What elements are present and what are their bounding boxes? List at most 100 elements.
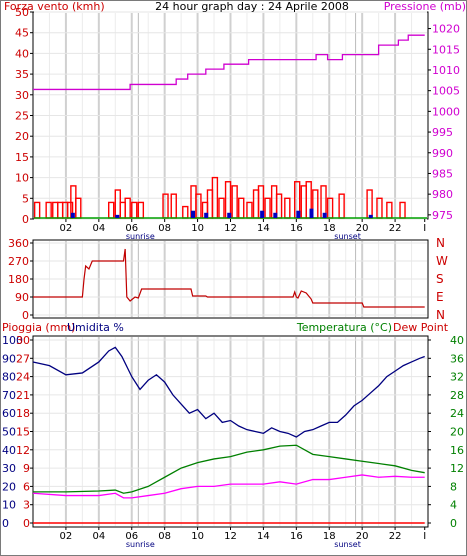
gust-bar <box>309 208 314 218</box>
humidity-line <box>32 346 425 438</box>
humidity-tick-label: 100 <box>2 334 23 347</box>
gust-bar <box>368 214 373 218</box>
wind-direction-path <box>33 248 425 308</box>
panel3-x-tick-label: 16 <box>290 531 303 542</box>
panel3-x-tick-label: 18 <box>323 531 336 542</box>
pressure-line-path <box>33 34 425 91</box>
direction-tick-label: 270 <box>8 255 29 268</box>
panel3-x-tick-label: 22 <box>389 531 402 542</box>
gust-bar <box>260 210 265 218</box>
wind-tick-label: 0 <box>22 213 29 226</box>
humidity-tick-label: 50 <box>2 426 16 439</box>
temperature-tick-label: 28 <box>450 389 464 402</box>
pressure-tick-label: 1020 <box>432 23 460 36</box>
panel3-x-tick-label: 08 <box>158 531 171 542</box>
wind-direction-line <box>33 248 425 308</box>
panel1-x-tick-label: I <box>423 223 426 234</box>
direction-tick-label: 360 <box>8 237 29 250</box>
humidity-tick-label: 70 <box>2 389 16 402</box>
wind-tick-label: 30 <box>15 89 29 102</box>
gust-bars <box>70 208 373 218</box>
panel1-sunset-label: sunset <box>334 232 361 241</box>
gust-bar <box>204 212 209 218</box>
humidity-path <box>32 346 425 438</box>
temperature-tick-label: 36 <box>450 352 464 365</box>
panel1-x-tick-label: 06 <box>125 223 138 234</box>
humidity-tick-label: 40 <box>2 444 16 457</box>
temperature-tick-label: 24 <box>450 407 464 420</box>
rain-tick-label: 27 <box>16 352 30 365</box>
panel1-x-tick-label: 22 <box>389 223 402 234</box>
panel1-x-tick-label: 14 <box>257 223 270 234</box>
panel3-sunrise-label: sunrise <box>126 540 155 549</box>
gust-bar <box>70 212 75 218</box>
panel3-x-tick-label: 02 <box>60 531 73 542</box>
wind-tick-label: 20 <box>15 130 29 143</box>
rain-tick-label: 9 <box>23 462 30 475</box>
pressure-tick-label: 1010 <box>432 64 460 77</box>
panel1-x-tick-label: 02 <box>60 223 73 234</box>
gust-bar <box>322 212 327 218</box>
gust-bar <box>273 212 278 218</box>
wind-tick-label: 45 <box>15 27 29 40</box>
rain-tick-label: 21 <box>16 389 30 402</box>
compass-tick-label: E <box>436 290 444 304</box>
rain-tick-label: 6 <box>23 480 30 493</box>
panel3-x-tick-label: 10 <box>191 531 204 542</box>
compass-tick-label: W <box>436 254 448 268</box>
direction-degree-ticks: 0 90 180 270 360 <box>8 237 33 322</box>
rain-axis-ticks: 0 3 6 9 12 15 18 21 24 27 30 <box>16 334 30 530</box>
panel2-grid <box>34 241 427 317</box>
panel3-x-tick-label: 06 <box>125 531 138 542</box>
direction-tick-label: 0 <box>22 309 29 322</box>
panel1-x-tick-label: 12 <box>224 223 237 234</box>
pressure-tick-label: 1015 <box>432 43 460 56</box>
humidity-tick-label: 0 <box>2 517 9 530</box>
humidity-tick-label: 20 <box>2 480 16 493</box>
temperature-axis-ticks: 0 4 8 12 16 20 24 28 32 36 40 <box>428 334 464 530</box>
pressure-tick-label: 990 <box>432 147 453 160</box>
wind-tick-label: 15 <box>15 151 29 164</box>
wind-tick-label: 25 <box>15 110 29 123</box>
compass-tick-label: S <box>436 272 444 286</box>
panel1-x-tick-label: 16 <box>290 223 303 234</box>
rain-tick-label: 30 <box>16 334 30 347</box>
rain-tick-label: 0 <box>23 517 30 530</box>
temperature-path <box>33 444 425 494</box>
wind-tick-label: 50 <box>15 6 29 19</box>
temperature-tick-label: 8 <box>450 480 457 493</box>
pressure-tick-label: 1005 <box>432 85 460 98</box>
temperature-axis-title: Temperatura (°C) <box>296 321 392 334</box>
panel3-x-tick-label: 12 <box>224 531 237 542</box>
pressure-tick-label: 980 <box>432 188 453 201</box>
temperature-tick-label: 20 <box>450 426 464 439</box>
wind-axis-title: Forza vento (kmh) <box>4 0 105 13</box>
temperature-tick-label: 40 <box>450 334 464 347</box>
direction-tick-label: 90 <box>15 291 29 304</box>
wind-tick-label: 10 <box>15 172 29 185</box>
humidity-tick-label: 30 <box>2 462 16 475</box>
panel3-sunset-label: sunset <box>334 540 361 549</box>
chart-date-title: 24 hour graph day : 24 Aprile 2008 <box>155 0 349 13</box>
gust-bar <box>296 210 301 218</box>
dewpoint-line <box>32 474 425 499</box>
gust-bar <box>115 214 120 218</box>
compass-tick-label: N <box>436 236 445 250</box>
rain-tick-label: 24 <box>16 371 30 384</box>
wind-axis-ticks: 0 5 10 15 20 25 30 35 40 45 50 <box>15 6 33 226</box>
humidity-tick-label: 80 <box>2 371 16 384</box>
humidity-tick-label: 60 <box>2 407 16 420</box>
panel3-x-tick-label: 04 <box>92 531 105 542</box>
panel1-x-tick-label: 20 <box>356 223 369 234</box>
pressure-tick-label: 985 <box>432 167 453 180</box>
panel3-grid <box>34 337 427 526</box>
temperature-tick-label: 0 <box>450 517 457 530</box>
humidity-tick-label: 10 <box>2 499 16 512</box>
temperature-tick-label: 12 <box>450 462 464 475</box>
rain-tick-label: 12 <box>16 444 30 457</box>
